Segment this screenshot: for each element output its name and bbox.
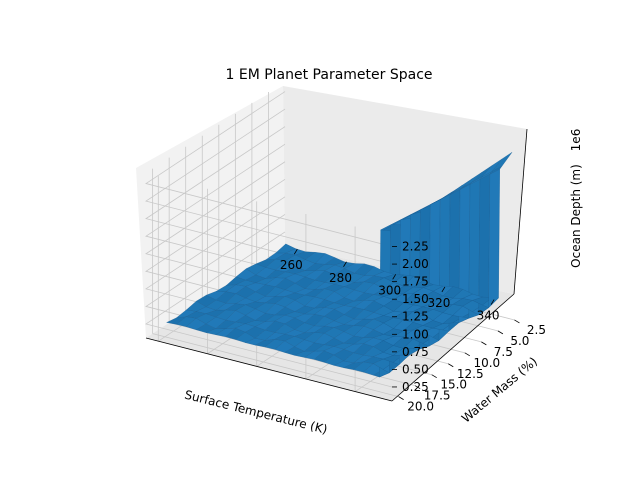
left-pane [136, 86, 285, 338]
y-tick-label: 7.5 [494, 345, 513, 359]
z-grid-line [145, 91, 393, 247]
y-tick-mark [414, 385, 421, 390]
z-axis-label: Ocean Depth (m) [569, 164, 583, 268]
z-tick-label: 1.50 [402, 292, 429, 306]
x-tick-mark [392, 274, 397, 280]
z-grid-line [145, 231, 393, 388]
z-tick-label: 2.25 [402, 240, 429, 254]
y-tick-label: 10.0 [473, 356, 500, 370]
x-tick-mark [343, 261, 347, 267]
z-tick-label: 0.25 [402, 380, 429, 394]
z-tick-label: 1.75 [402, 275, 429, 289]
z-grid-line [145, 108, 393, 265]
y-tick-label: 2.5 [527, 323, 546, 337]
x-axis-label: Surface Temperature (K) [183, 388, 329, 437]
y-tick-mark [497, 330, 504, 335]
y-tick-label: 20.0 [407, 400, 434, 414]
x-tick-label: 340 [477, 309, 500, 323]
x-axis-line [145, 337, 393, 402]
y-tick-label: 17.5 [424, 389, 451, 403]
x-tick-label: 300 [378, 283, 401, 297]
surface-facet [492, 152, 513, 172]
y-tick-mark [464, 352, 471, 357]
y-ticks: 2.55.07.510.012.515.017.520.0 [398, 319, 546, 414]
z-multiplier: 1e6 [569, 129, 583, 152]
axes-lines [145, 128, 528, 402]
x-tick-mark [441, 286, 446, 293]
x-tick-label: 320 [427, 296, 450, 310]
surface-plot [166, 152, 513, 378]
y-tick-mark [514, 319, 520, 324]
y-tick-label: 15.0 [440, 378, 467, 392]
y-tick-label: 5.0 [510, 334, 529, 348]
z-axis-line [513, 128, 528, 295]
y-tick-label: 12.5 [457, 367, 484, 381]
surface-facet [488, 168, 500, 309]
x-tick-label: 280 [329, 271, 352, 285]
x-tick-label: 260 [280, 258, 303, 272]
y-axis-line [391, 293, 515, 402]
y-tick-mark [448, 363, 454, 368]
y-tick-mark [398, 396, 404, 400]
z-tick-label: 0.50 [402, 362, 429, 376]
z-tick-label: 1.00 [402, 327, 429, 341]
y-tick-mark [481, 341, 487, 346]
y-grid-line [152, 333, 399, 398]
x-ticks: 260 280 300 320 340 [280, 248, 500, 323]
chart-title: 1 EM Planet Parameter Space [225, 67, 432, 83]
z-tick-label: 2.00 [402, 257, 429, 271]
z-tick-label: 0.75 [402, 345, 429, 359]
z-tick-label: 1.25 [402, 310, 429, 324]
x-tick-mark [293, 248, 298, 255]
surface-facet [478, 173, 491, 316]
x-tick-mark [490, 299, 495, 305]
y-tick-mark [431, 374, 437, 379]
z-ticks: 0.25 0.50 0.75 1.00 1.25 1.50 1.75 2.00 2.25 [392, 240, 429, 394]
